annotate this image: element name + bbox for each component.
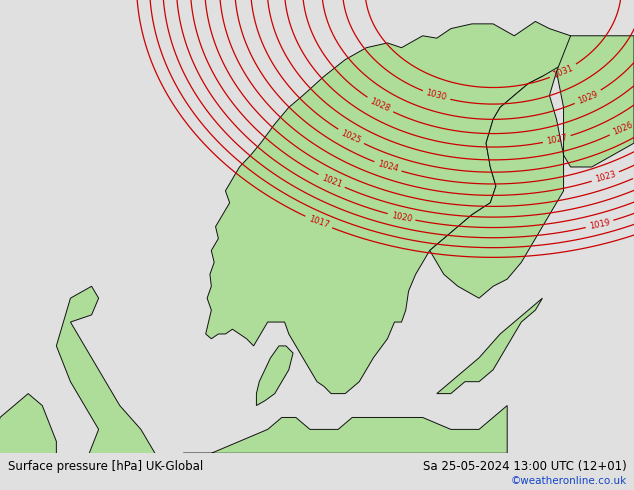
Polygon shape <box>205 22 571 393</box>
Polygon shape <box>430 60 571 298</box>
Text: 1027: 1027 <box>546 133 568 146</box>
Polygon shape <box>183 406 507 453</box>
Polygon shape <box>0 393 56 490</box>
Text: 1025: 1025 <box>340 128 363 145</box>
Text: 1023: 1023 <box>594 170 617 184</box>
Text: 1019: 1019 <box>588 218 611 231</box>
Text: 1031: 1031 <box>552 63 574 79</box>
Polygon shape <box>437 298 543 393</box>
Text: Sa 25-05-2024 13:00 UTC (12+01): Sa 25-05-2024 13:00 UTC (12+01) <box>423 460 626 473</box>
Polygon shape <box>557 36 634 167</box>
Text: 1017: 1017 <box>307 215 330 230</box>
Text: 1028: 1028 <box>368 97 392 114</box>
Text: ©weatheronline.co.uk: ©weatheronline.co.uk <box>510 476 626 486</box>
Text: Surface pressure [hPa] UK-Global: Surface pressure [hPa] UK-Global <box>8 460 203 473</box>
Text: 1024: 1024 <box>377 160 399 174</box>
Polygon shape <box>56 286 166 490</box>
Text: 1020: 1020 <box>391 211 413 223</box>
Polygon shape <box>256 346 293 406</box>
Text: 1029: 1029 <box>576 89 599 105</box>
Text: 1030: 1030 <box>425 89 448 102</box>
Text: 1021: 1021 <box>320 173 343 189</box>
Text: 1026: 1026 <box>611 120 634 137</box>
